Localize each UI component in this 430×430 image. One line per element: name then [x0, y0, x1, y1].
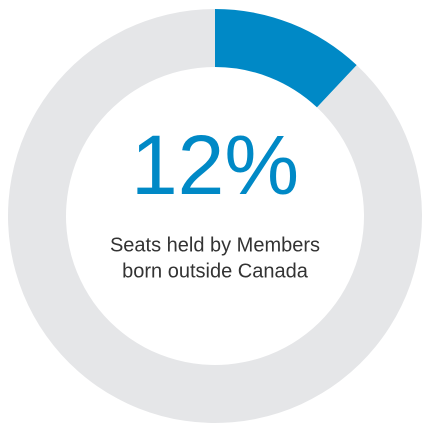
value-label: 12% [131, 118, 299, 212]
donut [8, 9, 423, 424]
caption-line: Seats held by Members [110, 234, 320, 256]
donut-segment [8, 9, 423, 424]
caption-line: born outside Canada [122, 260, 309, 282]
donut-segment [215, 9, 357, 108]
